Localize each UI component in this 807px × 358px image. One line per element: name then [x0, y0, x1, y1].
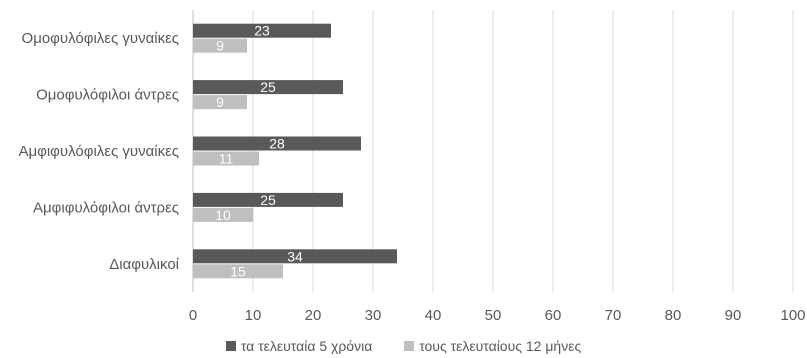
x-tick-label-80: 80 — [665, 307, 682, 324]
legend-item-12-months: τους τελευταίους 12 μήνες — [404, 338, 581, 354]
x-tick-label-10: 10 — [245, 307, 262, 324]
category-label-4: Διαφυλικοί — [109, 256, 179, 273]
value-label-5-years-0: 23 — [254, 23, 270, 39]
value-label-5-years-4: 34 — [287, 248, 303, 264]
gridlines — [192, 10, 794, 292]
value-label-5-years-1: 25 — [260, 79, 276, 95]
x-tick-label-60: 60 — [545, 307, 562, 324]
x-tick-label-40: 40 — [425, 307, 442, 324]
bar-12-months-1 — [193, 95, 247, 110]
x-tick-label-20: 20 — [305, 307, 322, 324]
value-label-5-years-2: 28 — [269, 136, 285, 152]
value-label-5-years-3: 25 — [260, 192, 276, 208]
value-label-12-months-1: 9 — [216, 94, 224, 110]
legend-item-5-years: τα τελευταία 5 χρόνια — [225, 338, 373, 354]
bar-12-months-4 — [193, 264, 283, 279]
legend-label-5-years: τα τελευταία 5 χρόνια — [240, 338, 373, 354]
bar-12-months-2 — [193, 151, 259, 166]
value-label-12-months-0: 9 — [216, 38, 224, 54]
legend-swatch-12-months — [404, 341, 415, 351]
category-label-1: Ομοφυλόφιλοι άντρες — [36, 87, 179, 104]
bar-5-years-2 — [193, 136, 361, 151]
bar-5-years-0 — [193, 23, 331, 38]
x-tick-label-0: 0 — [189, 307, 197, 324]
x-tick-label-30: 30 — [365, 307, 382, 324]
x-tick-label-90: 90 — [725, 307, 742, 324]
category-axis: Ομοφυλόφιλες γυναίκες Ομοφυλόφιλοι άντρες… — [18, 30, 179, 273]
value-axis: 0 10 20 30 40 50 60 70 80 90 100 — [189, 307, 806, 324]
category-label-0: Ομοφυλόφιλες γυναίκες — [22, 30, 179, 47]
legend: τα τελευταία 5 χρόνια τους τελευταίους 1… — [0, 338, 807, 354]
bar-5-years-1 — [193, 80, 343, 95]
category-label-3: Αμφιφυλόφιλοι άντρες — [33, 199, 179, 216]
value-label-12-months-4: 15 — [230, 263, 246, 279]
category-label-2: Αμφιφυλόφιλες γυναίκες — [18, 143, 179, 160]
x-tick-label-70: 70 — [605, 307, 622, 324]
bar-5-years-4 — [193, 249, 397, 264]
bar-12-months-3 — [193, 207, 253, 222]
bars: 23 9 25 9 28 11 25 10 34 15 — [193, 23, 397, 279]
x-tick-label-50: 50 — [485, 307, 502, 324]
legend-label-12-months: τους τελευταίους 12 μήνες — [419, 338, 582, 354]
legend-swatch-5-years — [225, 341, 236, 351]
value-label-12-months-3: 10 — [215, 207, 231, 223]
value-label-12-months-2: 11 — [219, 151, 234, 167]
bar-12-months-0 — [193, 38, 247, 53]
bar-5-years-3 — [193, 192, 343, 207]
x-tick-label-100: 100 — [780, 307, 805, 324]
